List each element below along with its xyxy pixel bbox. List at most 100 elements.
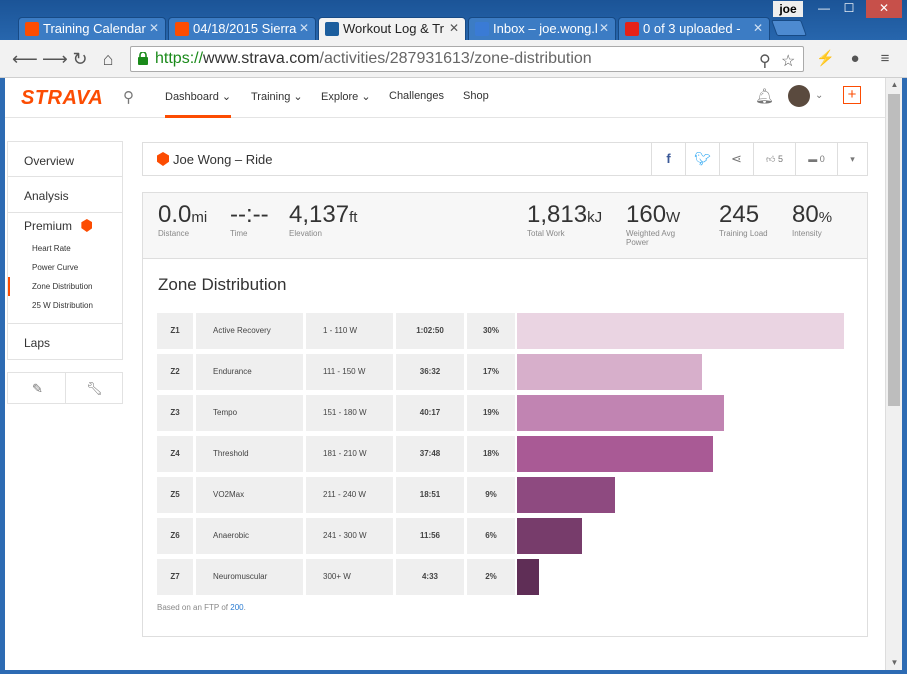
sidebar-item-laps[interactable]: Laps: [7, 324, 123, 360]
tab-sierra[interactable]: 04/18/2015 Sierra ✕: [168, 17, 316, 41]
ftp-prefix: Based on an FTP of: [157, 603, 229, 612]
close-tab-icon[interactable]: ✕: [298, 21, 309, 35]
zoom-icon[interactable]: ⚲: [759, 53, 771, 70]
zone-bar: [517, 477, 615, 513]
reload-icon[interactable]: ↻: [72, 49, 88, 69]
stat-label: Total Work: [527, 229, 565, 238]
add-activity-button[interactable]: +: [843, 86, 861, 104]
share-icon[interactable]: ⋖: [719, 143, 753, 175]
zone-name: Tempo: [196, 395, 303, 431]
kudos-button[interactable]: 👍︎ 5: [753, 143, 795, 175]
zone-time: 37:48: [396, 436, 464, 472]
zone-id: Z5: [157, 477, 193, 513]
sidebar-item-overview[interactable]: Overview: [7, 141, 123, 177]
stat-value: 4,137: [289, 201, 350, 228]
wrench-icon[interactable]: 🔧︎: [86, 381, 103, 396]
zone-row: Z2 Endurance 111 - 150 W 36:32 17%: [157, 354, 844, 390]
forward-arrow-icon[interactable]: ⟶: [42, 49, 68, 69]
search-icon[interactable]: ⚲: [123, 89, 134, 106]
home-icon[interactable]: ⌂: [102, 49, 114, 69]
edit-pencil-icon[interactable]: ✎: [32, 381, 43, 396]
sidebar-item-premium[interactable]: Premium: [8, 219, 122, 239]
divider: [65, 373, 66, 403]
close-tab-icon[interactable]: ✕: [752, 21, 763, 35]
strava-logo[interactable]: STRAVA: [21, 87, 104, 109]
zone-time: 11:56: [396, 518, 464, 554]
nav-explore[interactable]: Explore ⌄: [321, 91, 371, 103]
stat-unit: %: [818, 209, 833, 226]
sidebar-item-power-curve[interactable]: Power Curve: [32, 263, 79, 272]
zone-time: 36:32: [396, 354, 464, 390]
stat-distance: 0.0mi Distance: [158, 201, 207, 238]
scroll-down-arrow-icon[interactable]: ▼: [890, 658, 899, 667]
ftp-note: Based on an FTP of 200.: [157, 603, 246, 612]
scroll-up-arrow-icon[interactable]: ▲: [890, 80, 899, 89]
stat-unit: W: [666, 209, 681, 226]
activity-title: Joe Wong – Ride: [173, 152, 273, 167]
tab-inbox[interactable]: Inbox – joe.wong.l ✕: [468, 17, 616, 41]
twitter-share-button[interactable]: 🐦︎: [685, 143, 719, 175]
vertical-scrollbar[interactable]: ▲ ▼: [885, 78, 902, 670]
tab-training-calendar[interactable]: Training Calendar ✕: [18, 17, 166, 41]
scrollbar-thumb[interactable]: [888, 94, 900, 406]
extension-ghost-icon[interactable]: ●: [850, 50, 860, 67]
zone-name: Endurance: [196, 354, 303, 390]
nav-dashboard[interactable]: Dashboard ⌄: [165, 90, 232, 118]
sidebar-item-analysis[interactable]: Analysis: [7, 177, 123, 213]
chevron-down-icon[interactable]: ⌄: [815, 90, 824, 101]
close-window-icon[interactable]: ✕: [866, 0, 902, 18]
avatar[interactable]: [788, 85, 810, 107]
tab-strip: Training Calendar ✕ 04/18/2015 Sierra ✕ …: [0, 0, 907, 41]
menu-icon[interactable]: ≡: [880, 50, 890, 67]
address-bar[interactable]: https://www.strava.com/activities/287931…: [130, 46, 804, 72]
zone-id: Z1: [157, 313, 193, 349]
profile-badge[interactable]: joe: [773, 1, 803, 17]
zone-percent: 6%: [467, 518, 515, 554]
new-tab-button[interactable]: [771, 20, 807, 36]
bookmark-star-icon[interactable]: ☆: [781, 53, 796, 70]
sidebar-item-heart-rate[interactable]: Heart Rate: [32, 244, 71, 253]
stat-value: --:--: [230, 201, 269, 228]
back-arrow-icon[interactable]: ⟵: [12, 49, 38, 69]
minimize-icon[interactable]: —: [818, 1, 830, 15]
activity-stats-panel: 0.0mi Distance --:-- Time 4,137ft Elevat…: [142, 192, 868, 637]
close-tab-icon[interactable]: ✕: [148, 21, 159, 35]
sidebar-item-zone-distribution[interactable]: Zone Distribution: [8, 277, 122, 296]
close-tab-icon[interactable]: ✕: [598, 21, 609, 35]
zone-percent: 17%: [467, 354, 515, 390]
close-tab-icon[interactable]: ✕: [448, 21, 459, 35]
stat-label: Training Load: [719, 229, 768, 238]
stat-value: 80: [792, 201, 819, 228]
stat-label: Distance: [158, 229, 190, 238]
nav-challenges[interactable]: Challenges: [389, 90, 445, 102]
zone-range: 300+ W: [306, 559, 393, 595]
stat-unit: kJ: [587, 209, 603, 226]
stats-summary: 0.0mi Distance --:-- Time 4,137ft Elevat…: [143, 193, 867, 259]
stat-value: 160: [626, 201, 667, 228]
zone-row: Z1 Active Recovery 1 - 110 W 1:02:50 30%: [157, 313, 844, 349]
more-actions-button[interactable]: ▾: [837, 143, 867, 175]
zone-distribution-title: Zone Distribution: [158, 275, 287, 294]
nav-label: Dashboard: [165, 91, 219, 103]
stat-label: Weighted Avg: [626, 229, 676, 238]
sidebar-premium-group: Premium Heart Rate Power Curve Zone Dist…: [7, 213, 123, 324]
bell-icon[interactable]: 🔔︎: [755, 88, 775, 105]
comments-button[interactable]: ▬ 0: [795, 143, 837, 175]
zone-id: Z6: [157, 518, 193, 554]
zone-percent: 19%: [467, 395, 515, 431]
ftp-link[interactable]: 200: [230, 603, 244, 612]
sidebar-tools: ✎ 🔧︎: [7, 372, 123, 404]
stat-value: 245: [719, 201, 760, 228]
tab-youtube-upload[interactable]: 0 of 3 uploaded - ✕: [618, 17, 770, 41]
nav-shop[interactable]: Shop: [463, 90, 489, 102]
nav-label: Training: [251, 91, 291, 103]
facebook-share-button[interactable]: f: [651, 143, 685, 175]
nav-training[interactable]: Training ⌄: [251, 91, 303, 103]
stat-total-work: 1,813kJ Total Work: [527, 201, 602, 238]
tab-workout-log[interactable]: Workout Log & Tr ✕: [318, 17, 466, 41]
maximize-icon[interactable]: ☐: [843, 1, 855, 15]
sidebar-item-25w-distribution[interactable]: 25 W Distribution: [32, 301, 93, 310]
url-host: www.strava.com: [203, 50, 320, 67]
extension-icon[interactable]: ⚡: [816, 50, 835, 67]
